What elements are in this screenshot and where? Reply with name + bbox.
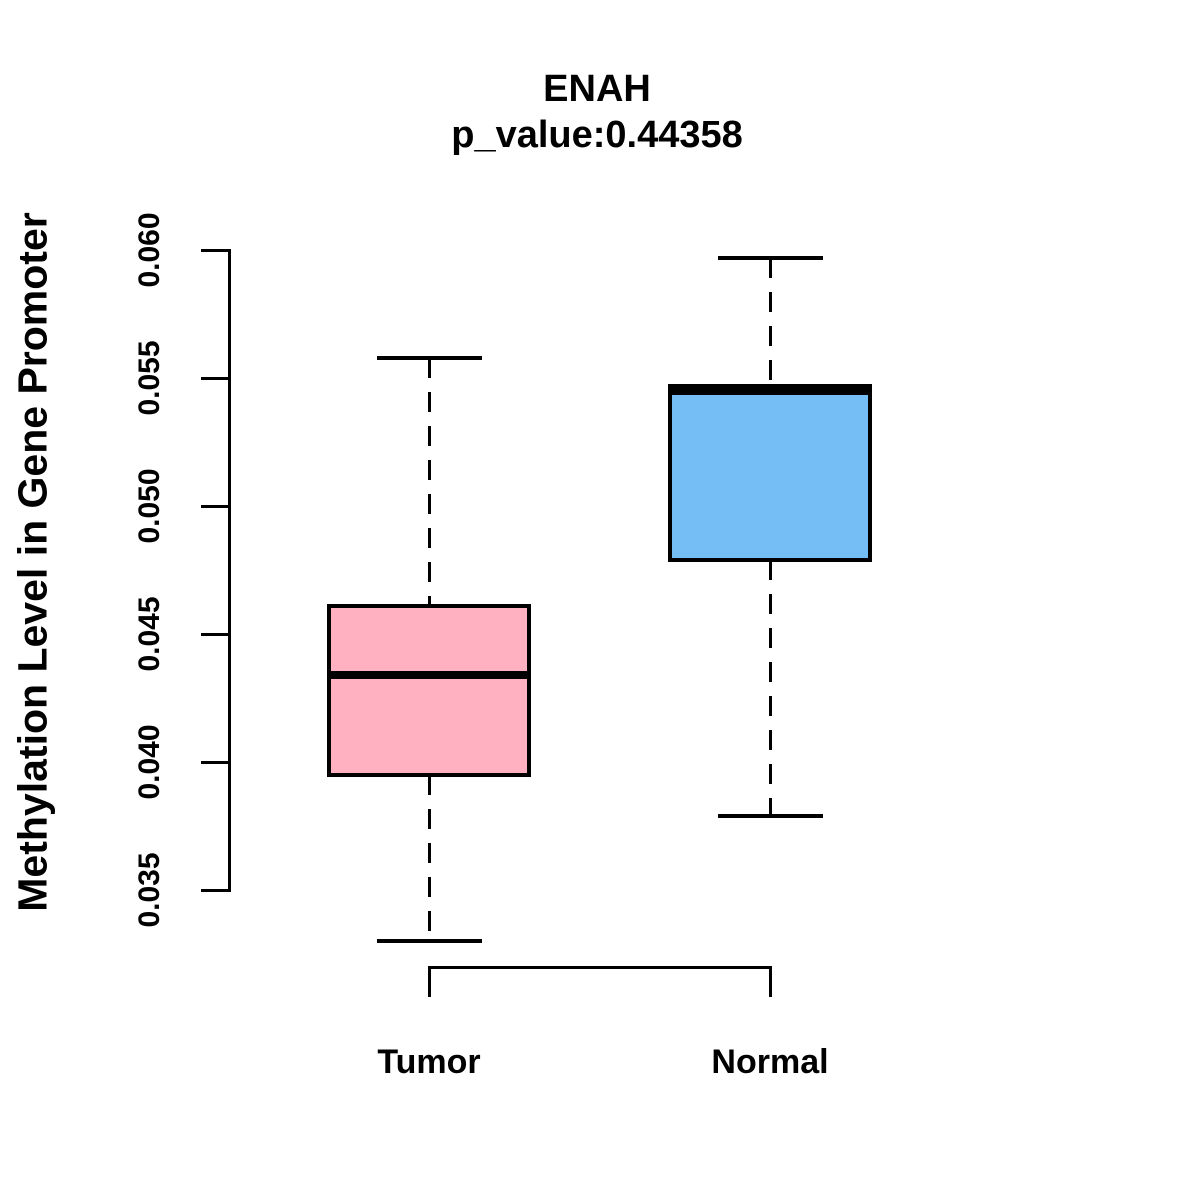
upper-whisker [427,357,431,606]
tick-mark [201,248,231,252]
y-axis-label: Methylation Level in Gene Promoter [9,212,56,912]
lower-whisker-cap [376,939,482,944]
upper-whisker-cap [717,255,823,260]
tick-mark [201,760,231,764]
upper-whisker-cap [376,355,482,360]
tick-label: 0.050 [133,468,166,544]
box [668,383,872,562]
tick-mark [201,376,231,380]
plot-title: ENAH [543,68,651,110]
median-line [668,386,872,395]
tick-label: 0.040 [133,724,166,800]
tick-label: 0.035 [133,852,166,928]
lower-whisker [427,774,431,942]
median-line [327,670,531,679]
box [327,603,531,777]
category-label-normal: Normal [711,1043,829,1081]
upper-whisker [768,257,772,386]
tick-label: 0.055 [133,340,166,416]
bracket-end-tick [768,965,772,997]
lower-whisker-cap [717,813,823,818]
category-label-tumor: Tumor [377,1043,481,1081]
lower-whisker [768,559,772,816]
bracket-end-tick [427,965,431,997]
plot-subtitle: p_value:0.44358 [451,114,743,156]
y-axis-line [228,248,231,892]
tick-mark [201,504,231,508]
tick-label: 0.060 [133,212,166,288]
tick-mark [201,888,231,892]
tick-mark [201,632,231,636]
tick-label: 0.045 [133,596,166,672]
bracket-line [427,965,772,969]
